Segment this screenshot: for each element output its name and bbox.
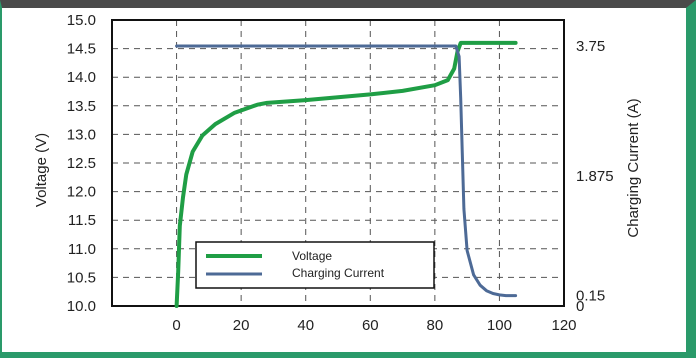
x-tick-label: 80 [427, 317, 444, 334]
y-tick-label: 11.5 [68, 212, 96, 229]
y2-tick-label: 1.875 [576, 168, 614, 185]
x-tick-label: 120 [551, 317, 576, 334]
x-tick-label: 0 [172, 317, 180, 334]
series-lines [174, 40, 518, 308]
legend-label-charging-current: Charging Current [292, 266, 385, 280]
y2-tick-label: 0 [576, 298, 584, 315]
x-tick-label: 60 [362, 317, 379, 334]
y2-tick-label: 3.75 [576, 38, 605, 55]
series-line-voltage [174, 40, 518, 308]
y-tick-label: 14.5 [67, 41, 96, 58]
legend-label-voltage: Voltage [292, 249, 332, 263]
y-tick-label: 13.5 [67, 98, 96, 115]
y-tick-label: 13.0 [67, 126, 96, 143]
x-tick-label: 100 [487, 317, 512, 334]
bottom-axis-ticks: 0 20 40 60 80 100 120 [172, 317, 576, 334]
legend: Voltage Charging Current [195, 241, 435, 289]
y-tick-label: 10.0 [67, 298, 96, 315]
y-tick-label: 15.0 [67, 12, 96, 29]
y-tick-label: 12.5 [67, 155, 96, 172]
y-tick-label: 12.0 [67, 184, 96, 201]
x-tick-label: 40 [297, 317, 314, 334]
y-tick-label: 11.0 [68, 241, 96, 258]
series-line-charging-current [175, 44, 518, 298]
y-axis-title: Voltage (V) [33, 133, 50, 207]
left-axis-ticks: 15.0 14.5 14.0 13.5 13.0 12.5 12.0 11.5 11.0 10.5… [67, 12, 96, 315]
grid [112, 20, 564, 306]
plot-border [111, 19, 565, 307]
legend-box [195, 241, 435, 289]
x-tick-label: 20 [233, 317, 250, 334]
y2-tick-label: 0.15 [576, 288, 605, 305]
y-tick-label: 14.0 [67, 69, 96, 86]
right-axis-ticks: 3.75 1.875 0.150 [576, 38, 614, 315]
y-tick-label: 10.5 [67, 269, 96, 286]
y2-axis-title: Charging Current (A) [625, 98, 642, 237]
